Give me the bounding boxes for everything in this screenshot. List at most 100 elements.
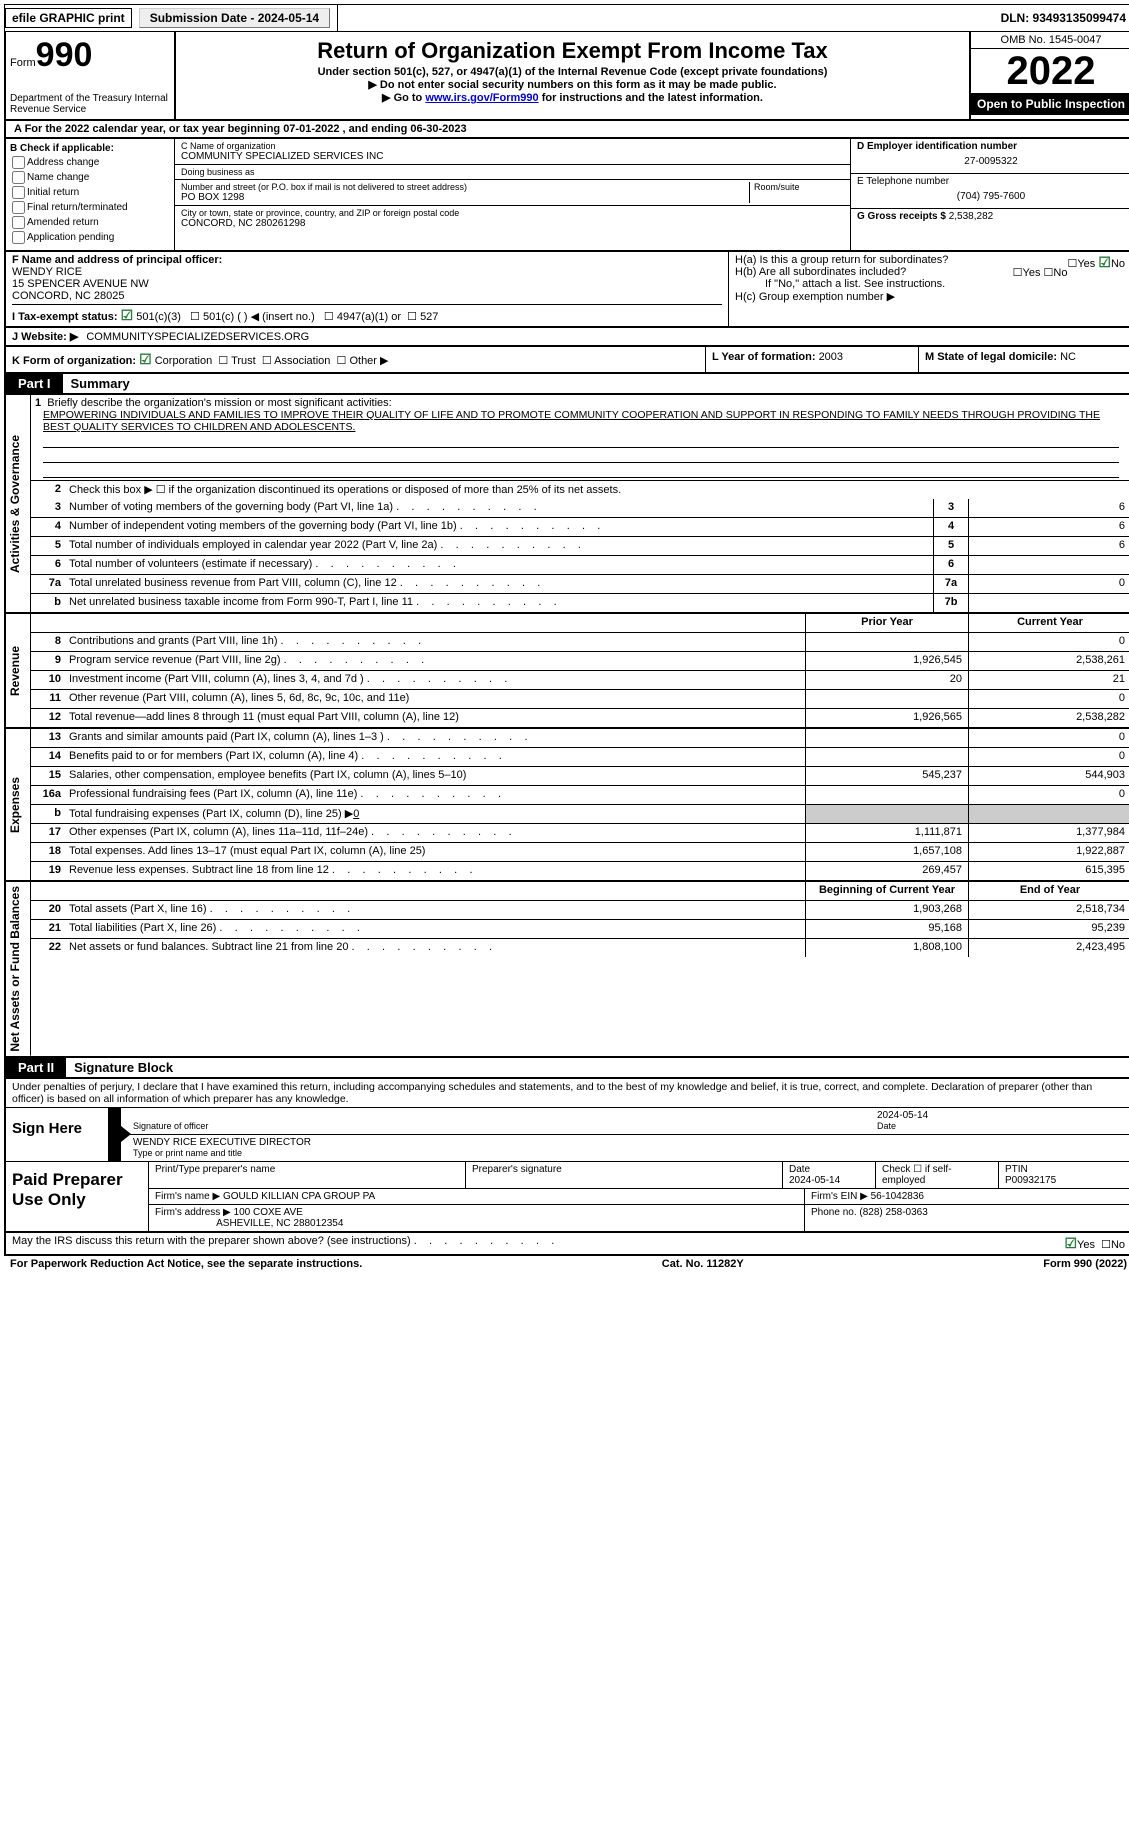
val7a: 0 <box>968 575 1129 593</box>
hdr-prior: Prior Year <box>805 614 968 632</box>
e22: 2,423,495 <box>968 939 1129 957</box>
discuss-yes[interactable]: ☑ <box>1064 1235 1077 1251</box>
section-fh: F Name and address of principal officer:… <box>4 252 1129 328</box>
officer-signature[interactable]: Signature of officer <box>129 1108 873 1135</box>
gross-value: 2,538,282 <box>949 211 994 222</box>
line2: Check this box ▶ ☐ if the organization d… <box>65 481 1129 499</box>
k-label: K Form of organization: <box>12 355 136 367</box>
b22: 1,808,100 <box>805 939 968 957</box>
part1-title: Summary <box>63 374 138 393</box>
footer-mid: Cat. No. 11282Y <box>662 1258 744 1270</box>
ha-row: H(a) Is this a group return for subordin… <box>735 254 1125 266</box>
officer-addr1: 15 SPENCER AVENUE NW <box>12 278 722 290</box>
p14 <box>805 748 968 766</box>
net-assets-section: Net Assets or Fund Balances Beginning of… <box>4 882 1129 1058</box>
firm-name-value: GOULD KILLIAN CPA GROUP PA <box>223 1191 375 1202</box>
city-value: CONCORD, NC 280261298 <box>181 218 844 229</box>
org-name: COMMUNITY SPECIALIZED SERVICES INC <box>181 151 844 162</box>
discuss-no[interactable]: No <box>1111 1239 1125 1251</box>
chk-501c3[interactable]: ☑ <box>121 307 134 323</box>
row-a-tax-year: A For the 2022 calendar year, or tax yea… <box>4 121 1129 139</box>
line1-label: Briefly describe the organization's miss… <box>47 397 391 409</box>
opt-527: 527 <box>420 311 438 323</box>
prep-date-label: Date <box>789 1164 810 1175</box>
c16a: 0 <box>968 786 1129 804</box>
part1-label: Part I <box>6 374 63 393</box>
sign-here-label: Sign Here <box>6 1108 109 1161</box>
phone-value: (704) 795-7600 <box>857 187 1125 206</box>
chk-corporation[interactable]: ☑ <box>139 351 152 367</box>
line19: Revenue less expenses. Subtract line 18 … <box>65 862 805 880</box>
prep-phone-value: (828) 258-0363 <box>859 1207 927 1218</box>
line18: Total expenses. Add lines 13–17 (must eq… <box>65 843 805 861</box>
preparer-section: Paid Preparer Use Only Print/Type prepar… <box>6 1161 1129 1231</box>
officer-name-title: WENDY RICE EXECUTIVE DIRECTORType or pri… <box>129 1135 1129 1161</box>
m-label: M State of legal domicile: <box>925 351 1060 363</box>
hb-note: If "No," attach a list. See instructions… <box>735 278 1125 290</box>
vlabel-rev: Revenue <box>6 614 31 727</box>
declaration-text: Under penalties of perjury, I declare th… <box>6 1079 1129 1107</box>
goto-note: ▶ Go to www.irs.gov/Form990 for instruct… <box>182 91 963 104</box>
part2-title: Signature Block <box>66 1058 181 1077</box>
line11: Other revenue (Part VIII, column (A), li… <box>65 690 805 708</box>
p17: 1,111,871 <box>805 824 968 842</box>
l-value: 2003 <box>819 351 843 363</box>
line4: Number of independent voting members of … <box>65 518 933 536</box>
part2-label: Part II <box>6 1058 66 1077</box>
expenses-section: Expenses 13Grants and similar amounts pa… <box>4 729 1129 882</box>
hdr-boy: Beginning of Current Year <box>805 882 968 900</box>
chk-amended[interactable]: Amended return <box>10 216 170 229</box>
opt-501c3: 501(c)(3) <box>136 311 181 323</box>
vlabel-ag: Activities & Governance <box>6 395 31 612</box>
chk-initial-return[interactable]: Initial return <box>10 186 170 199</box>
b-label: B Check if applicable: <box>10 143 170 154</box>
signature-arrow-icon <box>109 1108 121 1161</box>
irs-link[interactable]: www.irs.gov/Form990 <box>425 92 538 104</box>
officer-name: WENDY RICE <box>12 266 722 278</box>
ptin-value: P00932175 <box>1005 1175 1056 1186</box>
c-name-label: C Name of organization <box>181 141 844 151</box>
chk-name-change[interactable]: Name change <box>10 171 170 184</box>
prep-print-label: Print/Type preparer's name <box>155 1164 275 1175</box>
c19: 615,395 <box>968 862 1129 880</box>
firm-ein-label: Firm's EIN ▶ <box>811 1191 868 1202</box>
sig-date: 2024-05-14Date <box>873 1108 1129 1135</box>
discuss-text: May the IRS discuss this return with the… <box>12 1235 554 1247</box>
val7b <box>968 594 1129 612</box>
dept-label: Department of the Treasury Internal Reve… <box>10 93 170 115</box>
line22: Net assets or fund balances. Subtract li… <box>65 939 805 957</box>
street-value: PO BOX 1298 <box>181 192 749 203</box>
row-klm: K Form of organization: ☑ Corporation ☐ … <box>4 347 1129 374</box>
line16a: Professional fundraising fees (Part IX, … <box>65 786 805 804</box>
footer-left: For Paperwork Reduction Act Notice, see … <box>10 1258 362 1270</box>
line10: Investment income (Part VIII, column (A)… <box>65 671 805 689</box>
vlabel-exp: Expenses <box>6 729 31 880</box>
room-label: Room/suite <box>754 182 844 192</box>
page-footer: For Paperwork Reduction Act Notice, see … <box>4 1256 1129 1272</box>
tax-year: 2022 <box>971 49 1129 93</box>
val3: 6 <box>968 499 1129 517</box>
prep-phone-label: Phone no. <box>811 1207 857 1218</box>
top-bar: efile GRAPHIC print Submission Date - 20… <box>4 4 1129 32</box>
chk-app-pending[interactable]: Application pending <box>10 231 170 244</box>
p15: 545,237 <box>805 767 968 785</box>
section-bcd: B Check if applicable: Address change Na… <box>4 139 1129 252</box>
column-b-checkboxes: B Check if applicable: Address change Na… <box>6 139 175 250</box>
footer-right: Form 990 (2022) <box>1043 1258 1127 1270</box>
p10: 20 <box>805 671 968 689</box>
opt-trust: Trust <box>231 355 256 367</box>
open-to-public: Open to Public Inspection <box>971 93 1129 115</box>
chk-final-return[interactable]: Final return/terminated <box>10 201 170 214</box>
form-title: Return of Organization Exempt From Incom… <box>182 38 963 64</box>
submission-date-button[interactable]: Submission Date - 2024-05-14 <box>139 8 330 28</box>
ein-label: D Employer identification number <box>857 141 1125 152</box>
chk-address-change[interactable]: Address change <box>10 156 170 169</box>
prep-self-employed[interactable]: Check ☐ if self-employed <box>876 1162 999 1188</box>
mission-text: EMPOWERING INDIVIDUALS AND FAMILIES TO I… <box>35 409 1127 433</box>
hb-row: H(b) Are all subordinates included? ☐Yes… <box>735 266 1125 278</box>
prep-date-value: 2024-05-14 <box>789 1175 840 1186</box>
ein-value: 27-0095322 <box>857 152 1125 171</box>
j-label: J Website: ▶ <box>12 330 78 343</box>
phone-label: E Telephone number <box>857 176 1125 187</box>
opt-other: Other ▶ <box>349 355 388 367</box>
